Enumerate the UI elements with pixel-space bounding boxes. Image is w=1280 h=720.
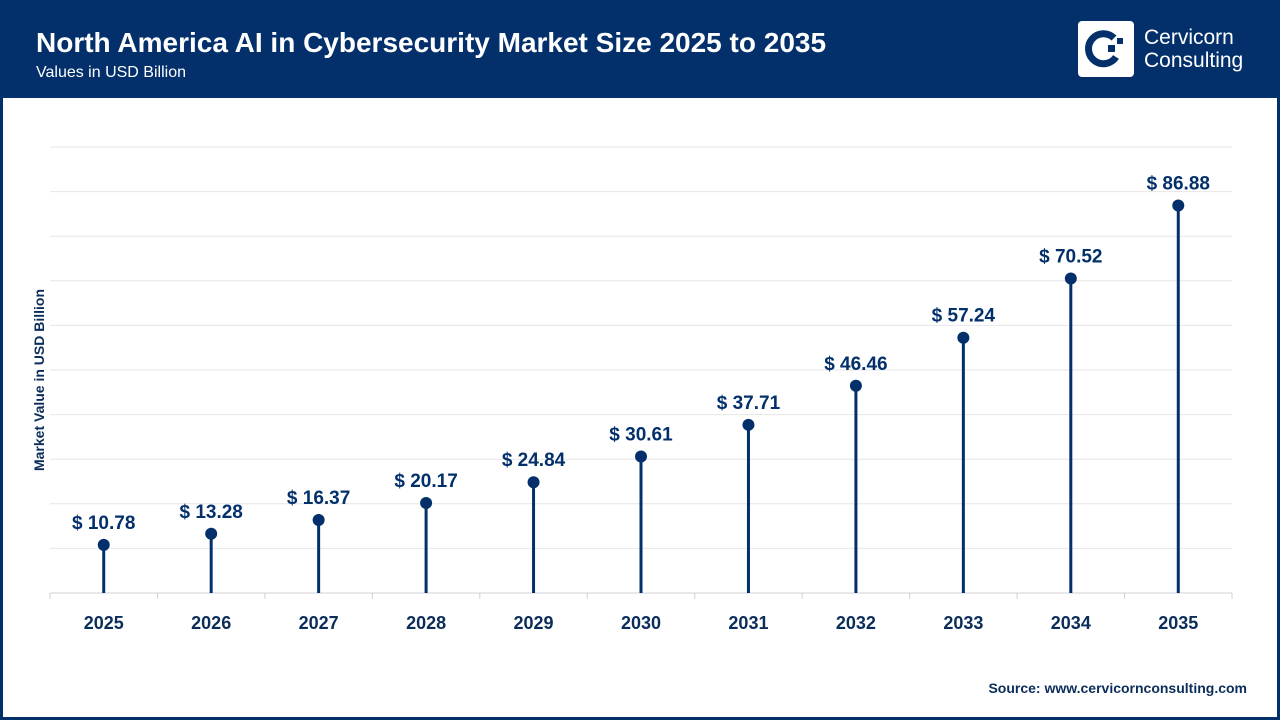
data-label: $ 24.84 — [502, 450, 566, 471]
x-tick-label: 2034 — [1051, 613, 1091, 633]
x-tick-label: 2028 — [406, 613, 446, 633]
lollipop-point — [1064, 272, 1077, 285]
lollipop-point — [527, 476, 540, 489]
x-tick-label: 2035 — [1158, 613, 1198, 633]
data-label: $ 86.88 — [1147, 174, 1210, 195]
lollipop-point — [635, 450, 647, 463]
header: North America AI in Cybersecurity Market… — [3, 3, 1277, 98]
lollipop-point — [1172, 199, 1185, 212]
x-tick-label: 2033 — [943, 613, 983, 633]
lollipop-point — [205, 527, 218, 540]
lollipop-point — [97, 538, 110, 551]
data-label: $ 46.46 — [824, 354, 887, 375]
lollipop-point — [957, 331, 970, 344]
lollipop-chart: $ 10.78 2025 $ 13.28 2026 $ 16.37 2027 $ 20.17… — [31, 146, 1233, 633]
lollipop-point — [742, 418, 755, 431]
data-label: $ 37.71 — [717, 393, 781, 414]
x-tick-label: 2027 — [299, 613, 339, 633]
lollipop-point — [420, 497, 433, 510]
x-tick-label: 2030 — [621, 613, 661, 633]
logo-text-line1: Cervicorn — [1144, 26, 1234, 49]
x-tick-label: 2032 — [836, 613, 876, 633]
y-axis-label: Market Value in USD Billion — [31, 289, 47, 471]
logo-mark-icon — [1078, 21, 1134, 77]
source-note: Source: www.cervicornconsulting.com — [988, 680, 1247, 696]
chart-title: North America AI in Cybersecurity Market… — [36, 27, 827, 58]
x-tick-label: 2025 — [84, 613, 124, 633]
data-label: $ 57.24 — [932, 306, 996, 327]
data-label: $ 30.61 — [609, 424, 673, 445]
lollipop-point — [849, 379, 862, 392]
x-tick-label: 2031 — [728, 613, 768, 633]
data-label: $ 16.37 — [287, 488, 350, 509]
x-tick-label: 2029 — [514, 613, 554, 633]
logo-text-line2: Consulting — [1144, 49, 1244, 72]
lollipop-point — [312, 513, 325, 526]
logo: Cervicorn Consulting — [1078, 21, 1243, 77]
data-label: $ 10.78 — [72, 513, 135, 534]
data-label: $ 70.52 — [1039, 246, 1102, 267]
data-label: $ 20.17 — [394, 471, 457, 492]
x-tick-label: 2026 — [191, 613, 231, 633]
data-label: $ 13.28 — [179, 502, 242, 523]
chart-subtitle: Values in USD Billion — [36, 64, 186, 81]
